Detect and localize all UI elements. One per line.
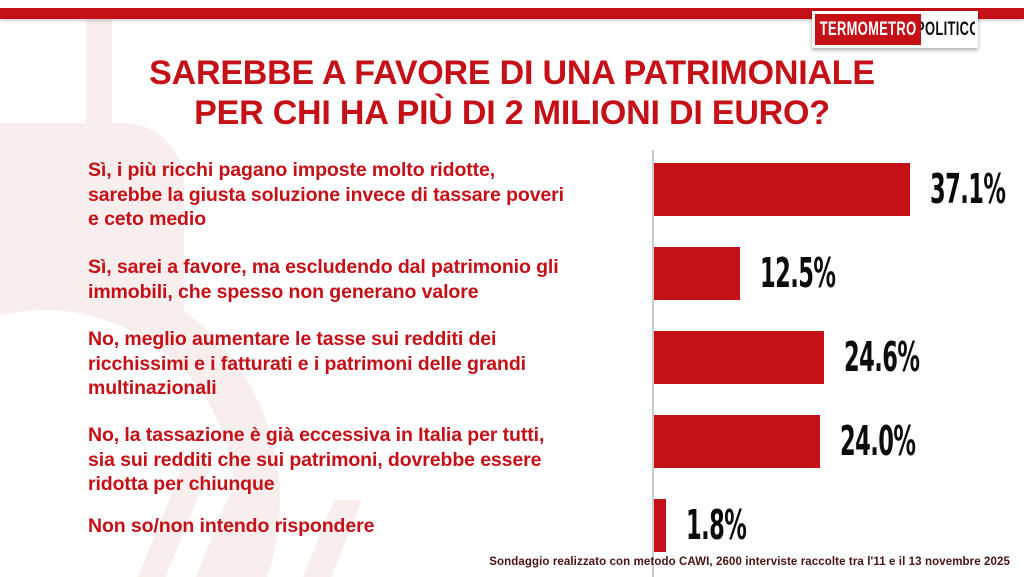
brand-name-right: POLITICO [921,18,975,40]
value-label-2: 12.5% [760,249,836,297]
option-text-3: No, meglio aumentare le tasse sui reddit… [88,327,654,401]
bar-option-4 [654,415,820,468]
methodology-note: Sondaggio realizzato con metodo CAWI, 26… [489,556,1010,568]
option-1-line-1: Sì, i più ricchi pagano imposte molto ri… [88,159,496,181]
bar-option-1 [654,163,910,216]
option-text-1: Sì, i più ricchi pagano imposte molto ri… [88,158,654,232]
option-3-line-3: multinazionali [88,377,217,399]
brand-logo: TERMOMETRO POLITICO [812,11,978,48]
watermark-strip [86,18,112,130]
bar-option-5 [654,499,667,552]
option-4-line-1: No, la tassazione è già eccessiva in Ita… [88,424,545,446]
option-text-2: Sì, sarei a favore, ma escludendo dal pa… [88,255,654,304]
bar-option-2 [654,247,741,300]
option-3-line-2: ricchissimi e i fatturati e i patrimoni … [88,352,526,375]
value-label-3: 24.6% [843,333,920,381]
brand-logo-left: TERMOMETRO [815,14,921,45]
brand-name-left: TERMOMETRO [819,18,917,40]
value-label-5: 1.8% [686,501,747,549]
top-accent-bar [0,8,1024,19]
option-text-5: Non so/non intendo rispondere [88,514,654,539]
option-1-line-2: sarebbe la giusta soluzione invece di ta… [88,183,564,206]
option-5-line-1: Non so/non intendo rispondere [88,515,375,537]
watermark-stripe [265,500,363,577]
option-4-line-3: ridotta per chiunque [88,473,275,495]
option-3-line-1: No, meglio aumentare le tasse sui reddit… [88,328,497,350]
bar-option-3 [654,331,824,384]
value-label-1: 37.1% [929,165,1006,213]
option-2-line-1: Sì, sarei a favore, ma escludendo dal pa… [88,256,559,278]
option-2-line-2: immobili, che spesso non generano valore [88,280,479,303]
page-title: SAREBBE A FAVORE DI UNA PATRIMONIALE PER… [20,53,1004,133]
option-4-line-2: sia sui redditi che sui patrimoni, dovre… [88,448,542,471]
chart-axis-line [652,150,654,577]
value-label-4: 24.0% [839,417,916,465]
page-title-line2: PER CHI HA PIÙ DI 2 MILIONI DI EURO? [194,94,830,132]
option-text-4: No, la tassazione è già eccessiva in Ita… [88,423,654,497]
brand-logo-right: POLITICO [921,14,975,45]
option-1-line-3: e ceto medio [88,208,206,230]
page-title-line1: SAREBBE A FAVORE DI UNA PATRIMONIALE [149,54,875,92]
